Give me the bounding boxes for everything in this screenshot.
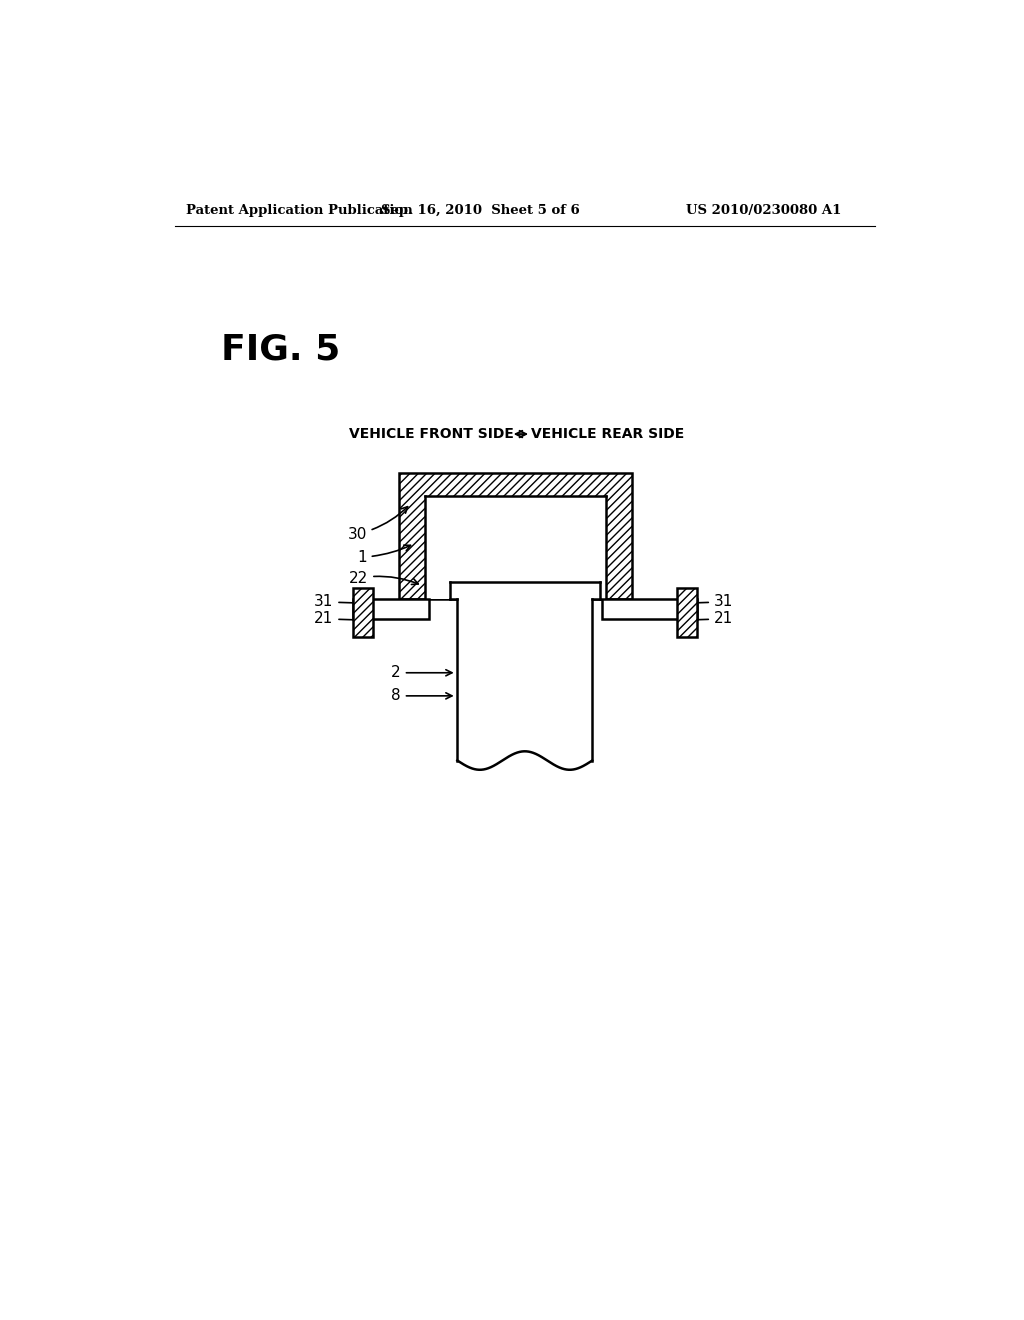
Text: 31: 31 <box>314 594 369 610</box>
Text: VEHICLE REAR SIDE: VEHICLE REAR SIDE <box>531 428 684 441</box>
Text: Patent Application Publication: Patent Application Publication <box>186 205 413 218</box>
Bar <box>352 589 373 638</box>
Text: 21: 21 <box>681 611 733 627</box>
Text: 21: 21 <box>314 611 369 627</box>
Text: 30: 30 <box>347 507 408 541</box>
Bar <box>458 599 592 760</box>
Text: 22: 22 <box>349 570 418 586</box>
Text: 2: 2 <box>391 665 452 680</box>
Text: Sep. 16, 2010  Sheet 5 of 6: Sep. 16, 2010 Sheet 5 of 6 <box>381 205 580 218</box>
Bar <box>425 496 606 599</box>
Text: VEHICLE FRONT SIDE: VEHICLE FRONT SIDE <box>349 428 514 441</box>
Text: 8: 8 <box>391 688 452 704</box>
Text: 31: 31 <box>681 594 733 610</box>
Bar <box>399 473 632 599</box>
Text: 20: 20 <box>473 618 493 659</box>
Text: 7: 7 <box>479 562 488 583</box>
Bar <box>456 759 594 776</box>
Bar <box>677 589 697 638</box>
Bar <box>352 599 429 619</box>
Bar <box>602 599 697 619</box>
Text: US 2010/0230080 A1: US 2010/0230080 A1 <box>686 205 842 218</box>
Text: 1: 1 <box>357 545 411 565</box>
Text: FIG. 5: FIG. 5 <box>221 333 340 367</box>
